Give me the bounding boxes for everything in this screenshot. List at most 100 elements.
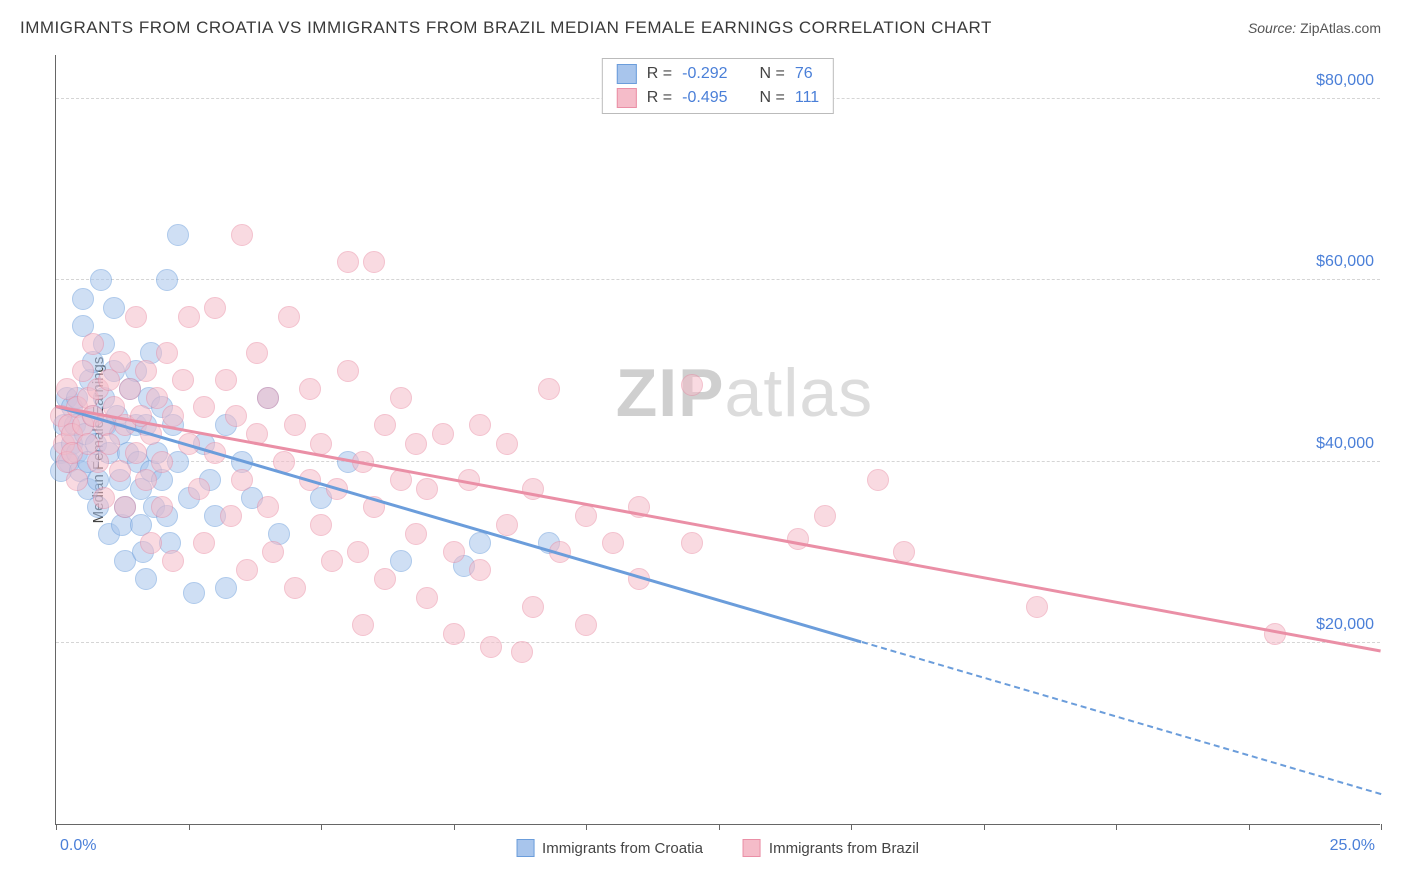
data-point bbox=[337, 360, 359, 382]
x-tick bbox=[851, 824, 852, 830]
correlation-chart: Median Female Earnings ZIPatlas $20,000$… bbox=[55, 55, 1380, 825]
data-point bbox=[337, 251, 359, 273]
r-label: R = bbox=[647, 86, 672, 110]
data-point bbox=[204, 297, 226, 319]
correlation-row: R = -0.292N = 76 bbox=[617, 62, 819, 86]
watermark: ZIPatlas bbox=[616, 354, 873, 432]
data-point bbox=[231, 224, 253, 246]
data-point bbox=[98, 433, 120, 455]
series-swatch bbox=[617, 64, 637, 84]
data-point bbox=[257, 496, 279, 518]
plot-area: ZIPatlas $20,000$40,000$60,000$80,000R =… bbox=[55, 55, 1380, 825]
data-point bbox=[480, 636, 502, 658]
data-point bbox=[220, 505, 242, 527]
y-tick-label: $80,000 bbox=[1316, 72, 1374, 90]
data-point bbox=[225, 405, 247, 427]
data-point bbox=[162, 405, 184, 427]
data-point bbox=[538, 378, 560, 400]
data-point bbox=[310, 514, 332, 536]
data-point bbox=[151, 451, 173, 473]
data-point bbox=[374, 414, 396, 436]
data-point bbox=[469, 532, 491, 554]
x-tick bbox=[719, 824, 720, 830]
legend-item: Immigrants from Brazil bbox=[743, 839, 919, 857]
source-label: Source: bbox=[1248, 20, 1296, 36]
trend-line bbox=[861, 641, 1381, 795]
data-point bbox=[511, 641, 533, 663]
legend-item: Immigrants from Croatia bbox=[516, 839, 703, 857]
data-point bbox=[93, 487, 115, 509]
data-point bbox=[347, 541, 369, 563]
data-point bbox=[90, 269, 112, 291]
source-attribution: Source: ZipAtlas.com bbox=[1248, 20, 1381, 36]
source-value: ZipAtlas.com bbox=[1300, 20, 1381, 36]
data-point bbox=[469, 414, 491, 436]
data-point bbox=[390, 387, 412, 409]
gridline bbox=[56, 461, 1380, 462]
data-point bbox=[299, 378, 321, 400]
data-point bbox=[193, 396, 215, 418]
correlation-row: R = -0.495 N = 111 bbox=[617, 86, 819, 110]
data-point bbox=[82, 333, 104, 355]
x-tick bbox=[189, 824, 190, 830]
data-point bbox=[178, 306, 200, 328]
data-point bbox=[867, 469, 889, 491]
data-point bbox=[151, 496, 173, 518]
n-value: 111 bbox=[795, 86, 819, 110]
chart-title: IMMIGRANTS FROM CROATIA VS IMMIGRANTS FR… bbox=[20, 18, 992, 38]
x-tick bbox=[586, 824, 587, 830]
data-point bbox=[575, 505, 597, 527]
data-point bbox=[496, 433, 518, 455]
series-swatch bbox=[617, 88, 637, 108]
x-tick bbox=[1381, 824, 1382, 830]
data-point bbox=[522, 596, 544, 618]
data-point bbox=[135, 568, 157, 590]
data-point bbox=[814, 505, 836, 527]
data-point bbox=[162, 550, 184, 572]
data-point bbox=[156, 342, 178, 364]
r-value: -0.495 bbox=[682, 86, 727, 110]
data-point bbox=[188, 478, 210, 500]
data-point bbox=[432, 423, 454, 445]
data-point bbox=[103, 297, 125, 319]
data-point bbox=[496, 514, 518, 536]
data-point bbox=[602, 532, 624, 554]
x-tick bbox=[321, 824, 322, 830]
data-point bbox=[246, 342, 268, 364]
data-point bbox=[172, 369, 194, 391]
data-point bbox=[72, 360, 94, 382]
data-point bbox=[443, 541, 465, 563]
data-point bbox=[284, 414, 306, 436]
data-point bbox=[352, 614, 374, 636]
x-axis-min-label: 0.0% bbox=[60, 837, 96, 855]
gridline bbox=[56, 279, 1380, 280]
data-point bbox=[109, 351, 131, 373]
data-point bbox=[405, 523, 427, 545]
data-point bbox=[125, 306, 147, 328]
legend-label: Immigrants from Brazil bbox=[769, 840, 919, 857]
data-point bbox=[681, 532, 703, 554]
x-tick bbox=[454, 824, 455, 830]
trend-line bbox=[56, 405, 862, 643]
r-value: -0.292 bbox=[682, 62, 727, 86]
data-point bbox=[575, 614, 597, 636]
legend-bottom: Immigrants from Croatia Immigrants from B… bbox=[516, 839, 919, 857]
x-axis-max-label: 25.0% bbox=[1330, 837, 1375, 855]
r-label: R = bbox=[647, 62, 672, 86]
data-point bbox=[310, 433, 332, 455]
data-point bbox=[135, 469, 157, 491]
data-point bbox=[443, 623, 465, 645]
gridline bbox=[56, 642, 1380, 643]
data-point bbox=[125, 442, 147, 464]
data-point bbox=[390, 550, 412, 572]
data-point bbox=[156, 269, 178, 291]
data-point bbox=[193, 532, 215, 554]
correlation-summary-box: R = -0.292N = 76R = -0.495N = 111 bbox=[602, 58, 834, 114]
data-point bbox=[167, 224, 189, 246]
n-label: N = bbox=[760, 86, 785, 110]
y-tick-label: $20,000 bbox=[1316, 616, 1374, 634]
legend-label: Immigrants from Croatia bbox=[542, 840, 703, 857]
data-point bbox=[321, 550, 343, 572]
n-label: N = bbox=[760, 62, 785, 86]
data-point bbox=[236, 559, 258, 581]
